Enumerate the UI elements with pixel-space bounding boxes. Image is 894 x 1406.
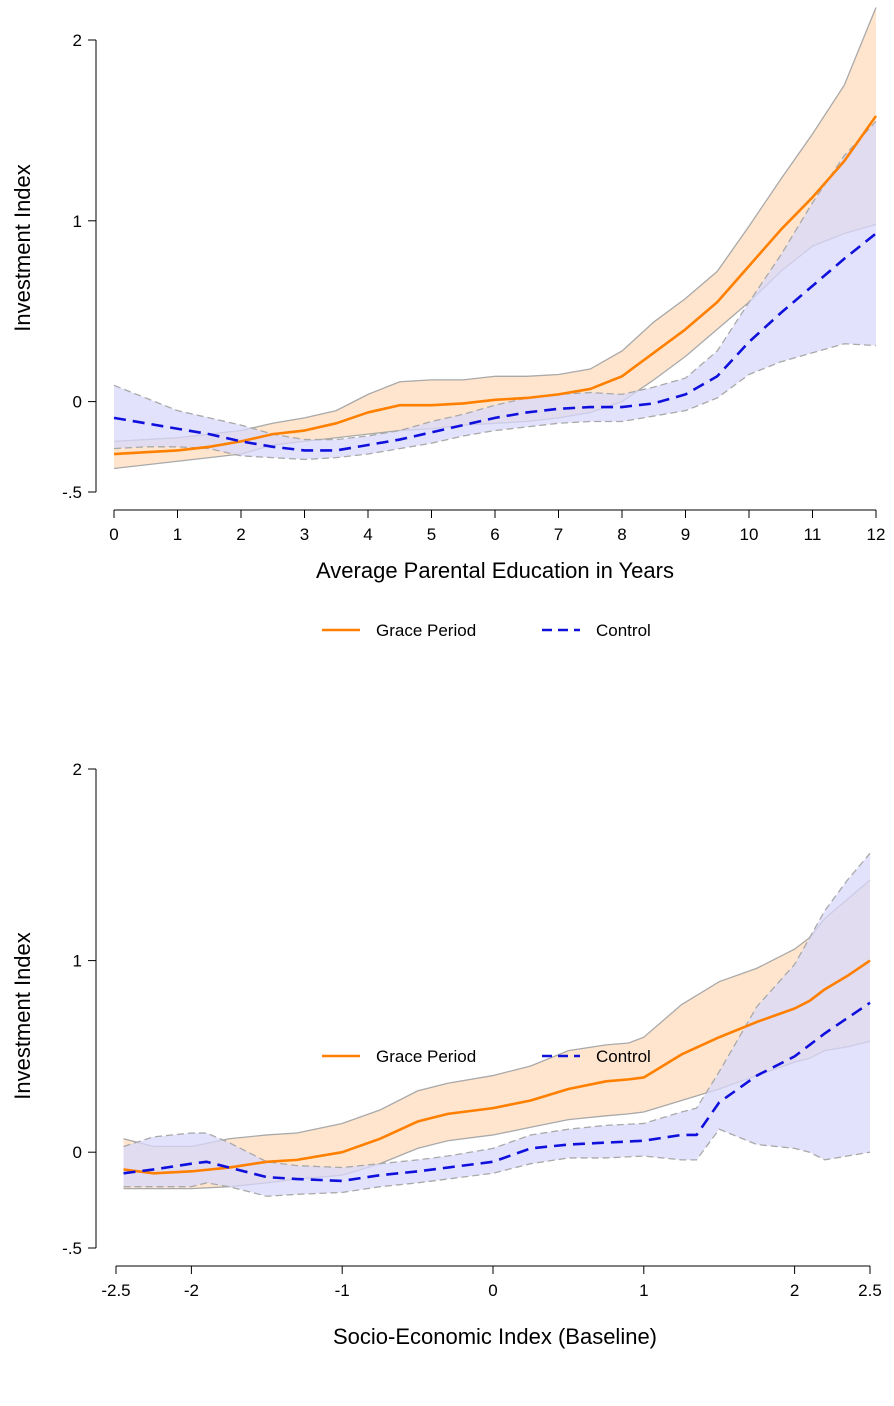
chart-panel-ses: -.5 0 1 2 -2.5 -2 -1 0 1 2 2.5 Investment Index So… bbox=[10, 760, 882, 1349]
grace-confidence-band bbox=[114, 7, 876, 469]
axes: -.5 0 1 2 -2.5 -2 -1 0 1 2 2.5 bbox=[62, 760, 882, 1300]
series-lines bbox=[113, 115, 878, 456]
x-tick-label: 9 bbox=[681, 525, 690, 544]
y-tick-label: 1 bbox=[73, 212, 82, 231]
control-band-lower-edge bbox=[113, 343, 877, 461]
x-tick-label: 6 bbox=[490, 525, 499, 544]
grace-period-line bbox=[123, 959, 871, 1175]
x-tick-label: 10 bbox=[740, 525, 759, 544]
control-band-upper-edge bbox=[123, 852, 871, 1169]
x-tick-label: -1 bbox=[335, 1281, 350, 1300]
legend: Grace Period Control bbox=[322, 621, 651, 640]
x-tick-label: 1 bbox=[173, 525, 182, 544]
x-tick-label: 0 bbox=[488, 1281, 497, 1300]
control-band-upper-edge bbox=[113, 120, 877, 441]
y-tick-label: 0 bbox=[73, 393, 82, 412]
x-tick-label: 8 bbox=[617, 525, 626, 544]
x-tick-label: 2 bbox=[236, 525, 245, 544]
control-confidence-band bbox=[123, 853, 871, 1197]
x-tick-label: 5 bbox=[427, 525, 436, 544]
x-tick-label: 12 bbox=[867, 525, 886, 544]
x-tick-label: 2.5 bbox=[858, 1281, 882, 1300]
legend-control-label: Control bbox=[596, 621, 651, 640]
x-tick-label: -2 bbox=[184, 1281, 199, 1300]
x-tick-label: -2.5 bbox=[101, 1281, 130, 1300]
y-axis-title: Investment Index bbox=[10, 164, 35, 332]
grace-band-upper-edge bbox=[123, 879, 871, 1148]
grace-period-line bbox=[113, 115, 878, 456]
x-axis-title: Socio-Economic Index (Baseline) bbox=[333, 1324, 657, 1349]
x-tick-label: 11 bbox=[804, 525, 822, 544]
legend: Grace Period Control bbox=[322, 1047, 651, 1066]
x-tick-label: 7 bbox=[554, 525, 563, 544]
legend-grace-label: Grace Period bbox=[376, 1047, 476, 1066]
y-tick-label: 0 bbox=[73, 1143, 82, 1162]
x-tick-label: 4 bbox=[363, 525, 372, 544]
control-line bbox=[123, 1001, 871, 1183]
x-tick-label: 1 bbox=[639, 1281, 648, 1300]
y-tick-label: -.5 bbox=[62, 483, 82, 502]
series-lines bbox=[123, 959, 871, 1183]
control-band-lower-edge bbox=[123, 1128, 871, 1197]
control-line bbox=[113, 232, 877, 452]
y-tick-label: 2 bbox=[73, 31, 82, 50]
y-tick-label: -.5 bbox=[62, 1239, 82, 1258]
legend-control-label: Control bbox=[596, 1047, 651, 1066]
x-tick-label: 0 bbox=[109, 525, 118, 544]
x-tick-label: 3 bbox=[300, 525, 309, 544]
x-axis-title: Average Parental Education in Years bbox=[316, 558, 674, 583]
legend-grace-label: Grace Period bbox=[376, 621, 476, 640]
x-tick-label: 2 bbox=[790, 1281, 799, 1300]
confidence-bands bbox=[123, 852, 871, 1197]
y-axis-title: Investment Index bbox=[10, 932, 35, 1100]
y-tick-label: 1 bbox=[73, 952, 82, 971]
y-tick-label: 2 bbox=[73, 760, 82, 779]
confidence-bands bbox=[113, 7, 877, 470]
control-confidence-band bbox=[114, 121, 876, 460]
